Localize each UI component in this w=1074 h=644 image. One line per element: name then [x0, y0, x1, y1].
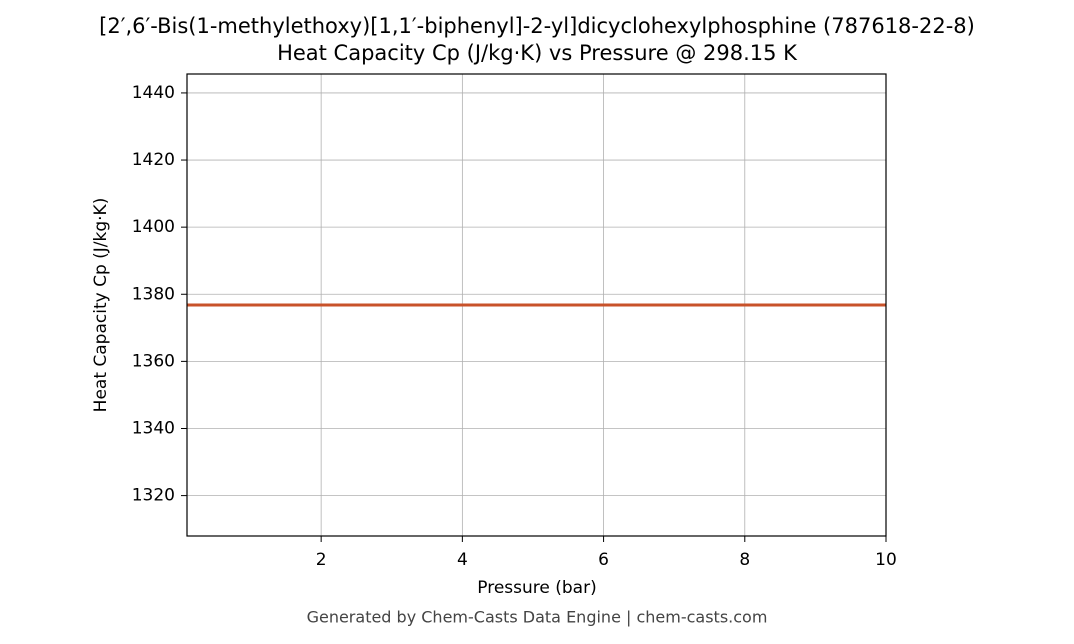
x-tick-label: 8 — [739, 550, 750, 570]
y-tick-label: 1440 — [132, 83, 175, 103]
footer: Generated by Chem-Casts Data Engine | ch… — [307, 608, 768, 627]
x-tick-label: 6 — [598, 550, 609, 570]
y-tick-label: 1400 — [132, 217, 175, 237]
x-axis-label: Pressure (bar) — [477, 578, 596, 598]
x-tick-label: 10 — [875, 550, 897, 570]
y-tick-label: 1420 — [132, 150, 175, 170]
y-tick-label: 1360 — [132, 351, 175, 371]
chart-subtitle: Heat Capacity Cp (J/kg·K) vs Pressure @ … — [277, 41, 798, 65]
y-axis-label: Heat Capacity Cp (J/kg·K) — [91, 198, 111, 413]
x-tick-label: 4 — [457, 550, 468, 570]
y-tick-label: 1340 — [132, 418, 175, 438]
y-tick-label: 1380 — [132, 284, 175, 304]
y-tick-label: 1320 — [132, 486, 175, 506]
x-tick-label: 2 — [316, 550, 327, 570]
plot-frame — [186, 73, 887, 537]
chart-title: [2′,6′-Bis(1-methylethoxy)[1,1′-biphenyl… — [99, 14, 975, 38]
